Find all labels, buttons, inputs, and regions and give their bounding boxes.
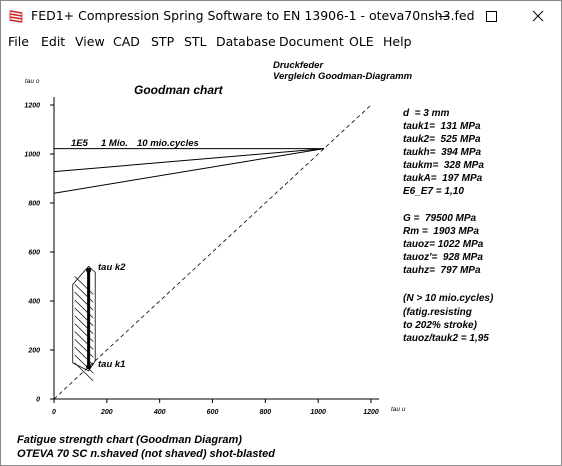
hatch-line: [74, 299, 94, 319]
hatch-line: [74, 315, 94, 334]
x-tick-label: 1000: [310, 409, 326, 416]
menu-bar: File Edit View CAD STP STL Database Docu…: [1, 31, 561, 51]
series-label-10mio: 10 mio.cycles: [137, 138, 199, 149]
x-tick-label: 0: [52, 409, 56, 416]
param-d: d = 3 mm: [403, 108, 450, 119]
stroke-range-outline: [72, 265, 96, 372]
note-ratio: tauoz/tauk2 = 1,95: [403, 333, 489, 344]
footer-line2: OTEVA 70 SC n.shaved (not shaved) shot-b…: [17, 448, 275, 460]
spring-app-icon[interactable]: [8, 8, 24, 24]
menu-stl[interactable]: STL: [184, 34, 207, 49]
tau-k1-point: [86, 364, 92, 370]
hatch-line: [74, 291, 94, 311]
y-tick-label: 200: [27, 348, 40, 355]
hatch-line: [74, 276, 94, 295]
title-bar[interactable]: FED1+ Compression Spring Software to EN …: [1, 1, 561, 31]
document-area[interactable]: 0 200 400 600 800 1000 1200 0 200 400 600 800 1000 12…: [1, 51, 561, 465]
y-tick-label: 1000: [24, 152, 40, 159]
menu-ole[interactable]: OLE: [349, 34, 374, 49]
menu-help[interactable]: Help: [383, 34, 412, 49]
param-tauk1: tauk1= 131 MPa: [403, 121, 481, 132]
param-tauoz: tauoz= 1022 MPa: [403, 239, 484, 250]
footer-line1: Fatigue strength chart (Goodman Diagram): [17, 434, 242, 446]
x-axis-label: tau u: [391, 406, 406, 413]
param-taukm: taukm= 328 MPa: [403, 160, 484, 171]
y-tick-label: 0: [36, 397, 40, 404]
series-label-1mio: 1 Mio.: [101, 138, 128, 149]
hatch-line: [74, 362, 94, 382]
window-title: FED1+ Compression Spring Software to EN …: [31, 8, 475, 23]
note-fatig: (fatig.resisting: [403, 307, 472, 318]
hatch-line: [74, 283, 94, 303]
menu-stp[interactable]: STP: [151, 34, 175, 49]
close-icon: [532, 10, 544, 22]
menu-view[interactable]: View: [75, 34, 105, 49]
menu-file[interactable]: File: [8, 34, 29, 49]
x-tick-label: 400: [153, 409, 166, 416]
menu-document[interactable]: Document: [279, 34, 344, 49]
param-taukh: taukh= 394 MPa: [403, 147, 482, 158]
maximize-icon: [486, 11, 497, 22]
y-tick-label: 600: [28, 250, 40, 257]
doc-header-line1: Druckfeder: [273, 60, 324, 71]
maximize-button[interactable]: [468, 1, 514, 31]
param-tauk2: tauk2= 525 MPa: [403, 134, 481, 145]
y-axis-label: tau o: [25, 78, 40, 85]
x-tick-label: 600: [207, 409, 219, 416]
x-tick-label: 200: [100, 409, 113, 416]
chart-title: Goodman chart: [134, 83, 223, 97]
param-tauhz: tauhz= 797 MPa: [403, 265, 481, 276]
note-cycles: (N > 10 mio.cycles): [403, 293, 494, 304]
hatch-line: [74, 354, 94, 374]
hatch-line: [74, 331, 94, 350]
y-tick-label: 800: [28, 201, 40, 208]
param-tauoz-prime: tauoz'= 928 MPa: [403, 252, 483, 263]
minimize-icon: [439, 16, 449, 17]
param-taukA: taukA= 197 MPa: [403, 173, 483, 184]
series-label-1e5: 1E5: [71, 138, 88, 149]
hatch-line: [74, 307, 94, 327]
param-rm: Rm = 1903 MPa: [403, 226, 479, 237]
x-tick-label: 1200: [363, 409, 379, 416]
x-tick-label: 800: [259, 409, 271, 416]
param-e6e7: E6_E7 = 1,10: [403, 186, 464, 197]
goodman-line-1: [53, 148, 325, 173]
doc-header-line2: Vergleich Goodman-Diagramm: [273, 71, 413, 82]
goodman-chart: 0 200 400 600 800 1000 1200 0 200 400 600 800 1000 12…: [24, 97, 379, 416]
hatch-line: [74, 323, 94, 342]
diagonal-line: [53, 104, 372, 400]
hatch-line: [74, 339, 94, 358]
close-button[interactable]: [515, 1, 561, 31]
menu-database[interactable]: Database: [216, 34, 276, 49]
tau-k2-point: [86, 267, 92, 273]
y-tick-label: 400: [27, 299, 40, 306]
y-tick-label: 1200: [24, 103, 40, 110]
minimize-button[interactable]: [421, 1, 467, 31]
stroke-label-tau-k2: tau k2: [98, 262, 126, 273]
hatch-line: [74, 346, 94, 366]
goodman-line-2: [53, 148, 325, 194]
stroke-label-tau-k1: tau k1: [98, 359, 126, 370]
menu-edit[interactable]: Edit: [41, 34, 66, 49]
menu-cad[interactable]: CAD: [113, 34, 140, 49]
param-g: G = 79500 MPa: [403, 213, 477, 224]
note-stroke: to 202% stroke): [403, 320, 477, 331]
